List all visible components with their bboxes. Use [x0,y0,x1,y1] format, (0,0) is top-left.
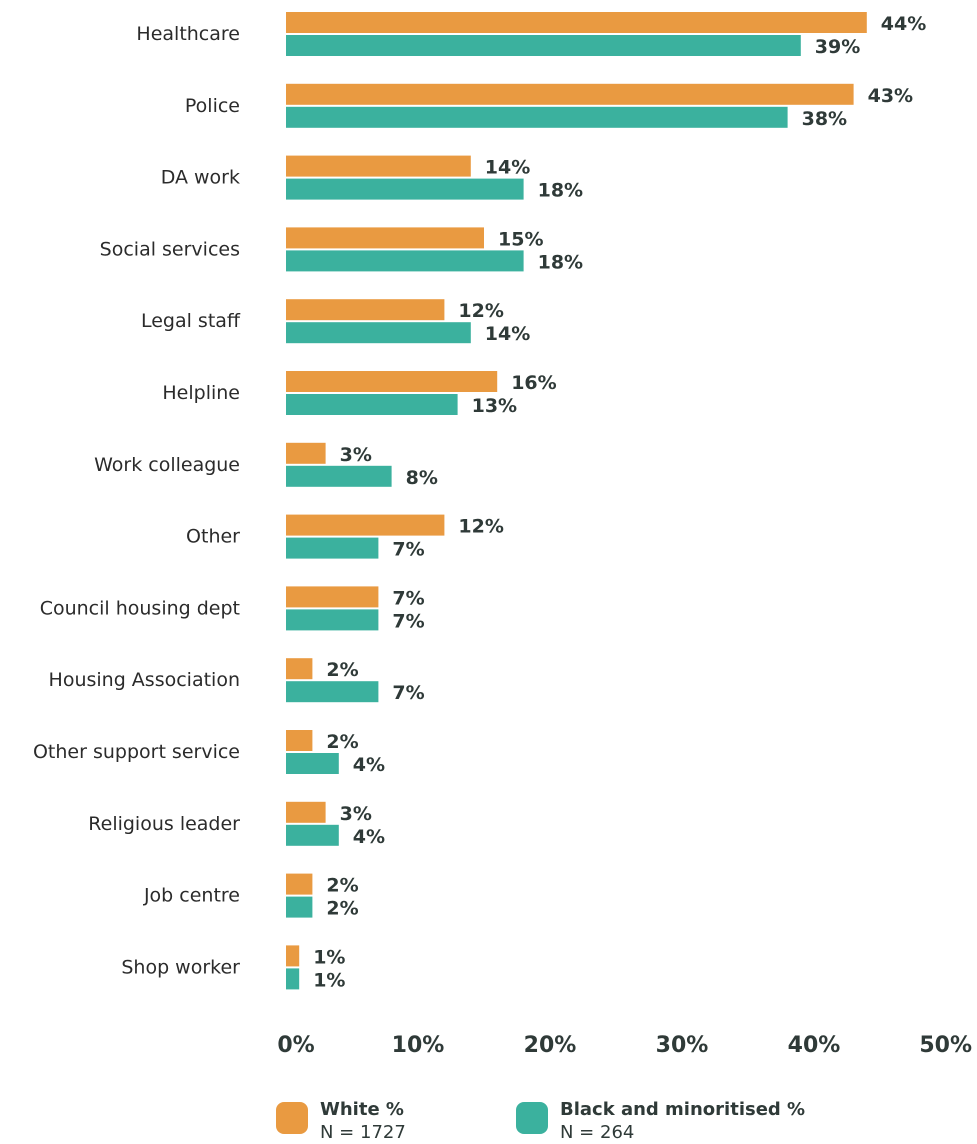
value-label-black-minoritised-housing-association: 7% [392,682,424,704]
value-label-white-religious-leader: 3% [340,803,372,825]
value-label-black-minoritised-other: 7% [392,539,424,561]
value-label-black-minoritised-shop-worker: 1% [313,969,345,991]
bar-black-minoritised-job-centre [286,896,313,918]
bar-black-minoritised-housing-association [286,681,379,703]
bar-black-minoritised-social-services [286,250,524,272]
bar-black-minoritised-da-work [286,178,524,200]
category-label-da-work: DA work [161,167,240,189]
bar-black-minoritised-helpline [286,394,458,415]
bar-white-shop-worker [286,945,300,967]
bar-white-social-services [286,227,484,249]
value-label-white-social-services: 15% [498,228,543,250]
category-label-shop-worker: Shop worker [121,956,240,978]
category-label-social-services: Social services [100,238,240,260]
category-label-other: Other [186,526,240,548]
value-label-white-healthcare: 44% [881,13,926,35]
bar-white-religious-leader [286,801,326,823]
bar-white-police [286,83,854,105]
value-label-black-minoritised-job-centre: 2% [326,898,358,920]
legend-item-black-minoritised: Black and minoritised % N = 264 [516,1098,805,1144]
x-tick-label: 0% [277,1033,314,1058]
category-label-healthcare: Healthcare [136,23,240,45]
value-label-white-work-colleague: 3% [340,444,372,466]
value-label-white-job-centre: 2% [326,875,358,897]
bar-white-legal-staff [286,299,445,321]
value-label-black-minoritised-religious-leader: 4% [353,826,385,848]
bar-black-minoritised-police [286,106,788,128]
bar-white-housing-association [286,658,313,680]
value-label-black-minoritised-legal-staff: 14% [485,323,530,345]
bar-black-minoritised-healthcare [286,35,801,56]
value-label-white-other-support-service: 2% [326,731,358,753]
category-label-housing-association: Housing Association [49,669,240,691]
category-label-council-housing-dept: Council housing dept [40,597,240,619]
legend-item-white: White % N = 1727 [276,1098,406,1144]
bar-white-healthcare [286,12,867,33]
bar-white-job-centre [286,873,313,895]
bar-black-minoritised-other-support-service [286,753,339,774]
legend-swatch-white [276,1102,308,1134]
value-label-black-minoritised-social-services: 18% [538,251,583,273]
legend-label-black-minoritised: Black and minoritised % [560,1099,806,1120]
value-label-white-council-housing-dept: 7% [392,587,424,609]
bar-white-other-support-service [286,730,313,751]
category-label-legal-staff: Legal staff [141,310,241,332]
bar-black-minoritised-council-housing-dept [286,609,379,631]
legend-n-white: N = 1727 [320,1122,406,1143]
value-label-white-other: 12% [458,516,503,538]
x-tick-label: 30% [656,1033,709,1058]
value-label-white-shop-worker: 1% [313,946,345,968]
value-label-white-housing-association: 2% [326,659,358,681]
value-label-black-minoritised-helpline: 13% [472,395,517,417]
bar-white-work-colleague [286,442,326,464]
bar-black-minoritised-shop-worker [286,968,300,990]
legend-label-white: White % [320,1099,404,1120]
x-tick-label: 20% [524,1033,577,1058]
category-label-religious-leader: Religious leader [88,813,240,835]
x-tick-label: 50% [919,1033,972,1058]
bar-black-minoritised-other [286,537,379,559]
bar-black-minoritised-work-colleague [286,465,392,487]
value-label-black-minoritised-healthcare: 39% [815,36,860,58]
value-label-black-minoritised-police: 38% [802,108,847,130]
category-label-job-centre: Job centre [143,885,240,907]
bar-white-helpline [286,371,498,392]
value-label-black-minoritised-da-work: 18% [538,180,583,202]
bar-white-other [286,514,445,536]
bar-white-da-work [286,155,471,177]
value-label-white-da-work: 14% [485,157,530,179]
bar-black-minoritised-legal-staff [286,322,471,344]
value-label-black-minoritised-other-support-service: 4% [353,754,385,776]
value-label-black-minoritised-work-colleague: 8% [406,467,438,489]
x-tick-label: 10% [392,1033,445,1058]
category-label-other-support-service: Other support service [33,741,240,763]
bar-black-minoritised-religious-leader [286,824,339,846]
category-label-work-colleague: Work colleague [94,454,240,476]
value-label-black-minoritised-council-housing-dept: 7% [392,610,424,632]
x-tick-label: 40% [788,1033,841,1058]
category-label-police: Police [185,95,240,117]
value-label-white-legal-staff: 12% [458,300,503,322]
legend-n-black-minoritised: N = 264 [560,1122,635,1143]
value-label-white-helpline: 16% [511,372,556,394]
category-label-helpline: Helpline [162,382,240,404]
legend-swatch-black-minoritised [516,1102,548,1134]
bar-white-council-housing-dept [286,586,379,608]
value-label-white-police: 43% [868,85,913,107]
